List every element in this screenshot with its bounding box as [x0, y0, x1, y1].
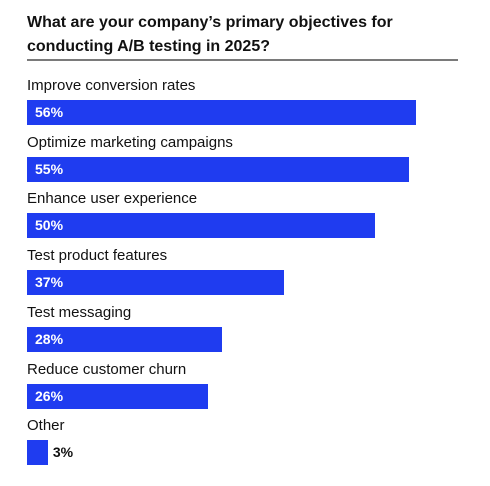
category-label: Other [27, 417, 65, 435]
bar [27, 326, 222, 352]
value-label: 56% [35, 104, 64, 120]
category-label: Test messaging [27, 303, 132, 321]
value-label: 26% [35, 387, 64, 404]
bar [27, 383, 208, 409]
value-label: 3% [52, 444, 74, 461]
title-divider [27, 59, 458, 61]
bar [27, 100, 417, 125]
category-label: Enhance user experience [27, 190, 198, 208]
bar [27, 440, 48, 466]
category-label: Test product features [27, 247, 168, 265]
category-label: Optimize marketing campaigns [27, 133, 233, 151]
category-label: Improve conversion rates [27, 77, 196, 94]
chart-title: What are your company’s primary objectiv… [27, 14, 393, 55]
bar [27, 270, 285, 296]
value-label: 50% [35, 217, 64, 234]
bar [27, 156, 410, 182]
value-label: 37% [35, 274, 64, 291]
value-label: 28% [35, 330, 64, 347]
category-label: Reduce customer churn [27, 360, 187, 378]
bar [27, 213, 375, 239]
value-label: 55% [35, 160, 64, 177]
